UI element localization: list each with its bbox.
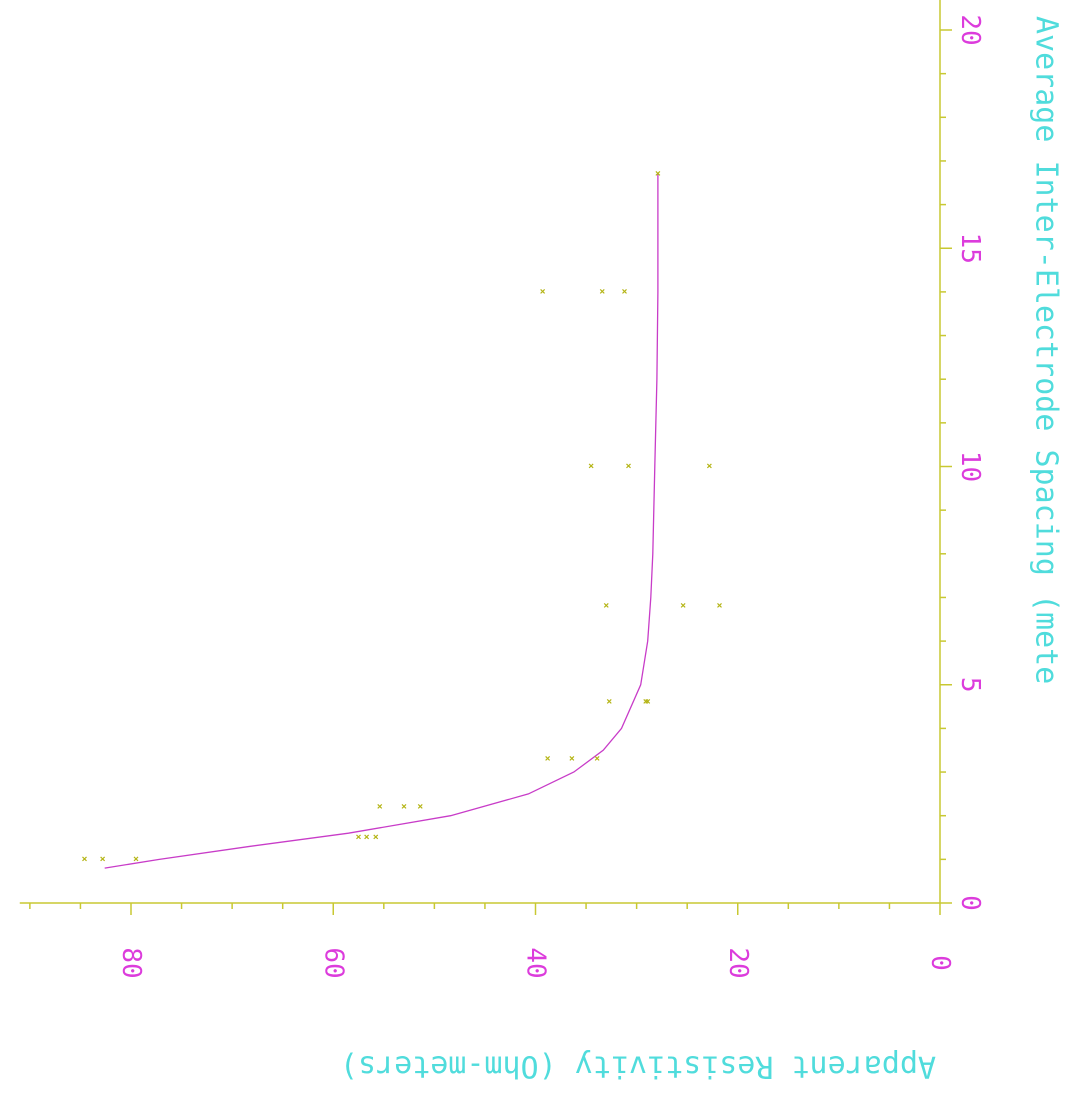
x-tick-label: 0	[955, 895, 985, 911]
x-tick-label: 20	[955, 14, 985, 45]
data-point: ×	[588, 461, 594, 472]
data-point: ×	[599, 286, 605, 297]
x-tick-label: 10	[955, 451, 985, 482]
data-point: ×	[364, 832, 370, 843]
data-point: ×	[401, 801, 407, 812]
y-axis-title: Apparent Resistivity (Ohm-meters)	[340, 1049, 936, 1084]
y-tick-label: 60	[318, 947, 348, 978]
data-point: ×	[417, 801, 423, 812]
y-tick-label: 20	[723, 947, 753, 978]
axis-ticks	[29, 29, 952, 915]
y-tick-label: 40	[521, 947, 551, 978]
data-point: ×	[81, 854, 87, 865]
data-point: ×	[569, 753, 575, 764]
data-point: ×	[356, 832, 362, 843]
data-point: ×	[133, 854, 139, 865]
tick-labels: 0 5 10 15 20 0 20 40 60 80	[116, 14, 985, 978]
data-point: ×	[594, 753, 600, 764]
data-point: ×	[545, 753, 551, 764]
data-point: ×	[643, 697, 649, 708]
data-point: ×	[621, 286, 627, 297]
data-point: ×	[706, 461, 712, 472]
x-tick-label: 5	[955, 677, 985, 693]
data-point: ×	[680, 601, 686, 612]
y-tick-label: 80	[116, 947, 146, 978]
data-point: ×	[373, 832, 379, 843]
data-point: ×	[603, 601, 609, 612]
x-axis-title: Average Inter-Electrode Spacing (mete	[1029, 16, 1064, 684]
data-markers: × × ×× × ×× × ×× × ×× ××× × ×× × ×× × ××	[81, 169, 722, 865]
data-point: ×	[626, 461, 632, 472]
data-point: ×	[645, 697, 651, 708]
x-tick-label: 15	[955, 233, 985, 264]
data-point: ×	[717, 601, 723, 612]
data-point: ×	[100, 854, 106, 865]
data-point: ×	[540, 286, 546, 297]
data-point: ×	[655, 169, 661, 180]
fit-curve	[104, 174, 659, 869]
data-point: ×	[377, 801, 383, 812]
y-tick-label: 0	[925, 955, 955, 971]
data-point: ×	[606, 697, 612, 708]
